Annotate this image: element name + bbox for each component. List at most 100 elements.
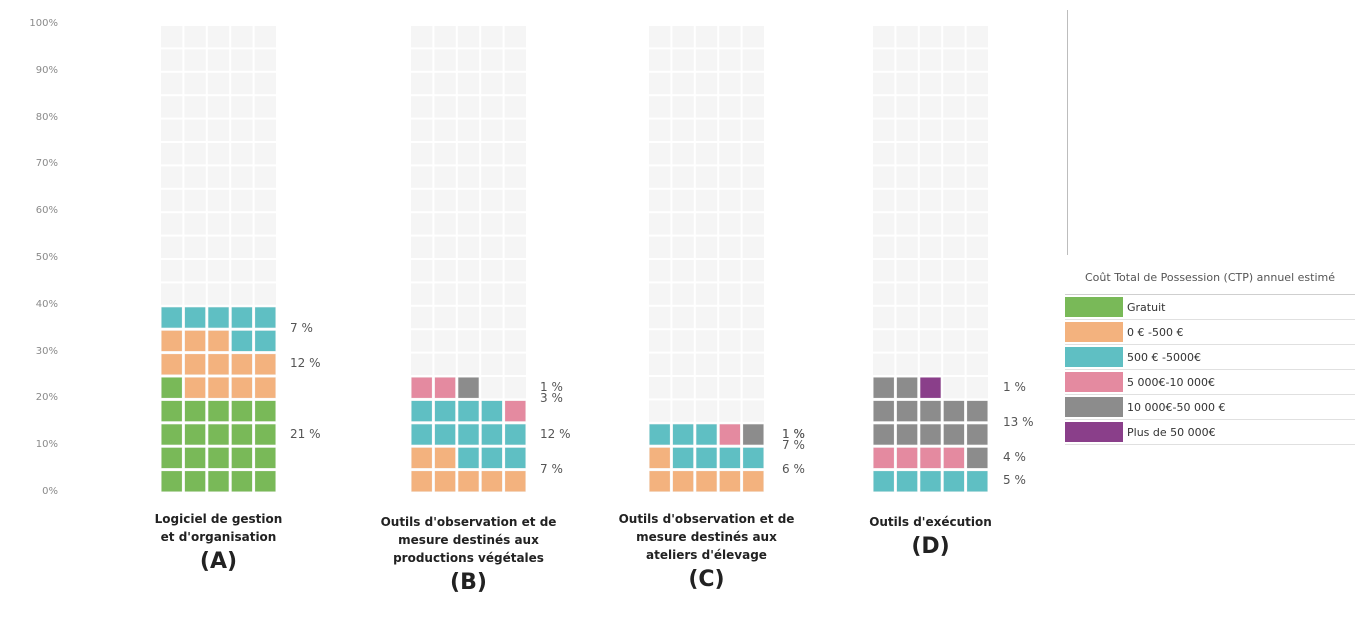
waffle-empty-cell [481, 283, 503, 305]
waffle-empty-cell [504, 260, 526, 282]
legend-items: Gratuit 0 € -500 € 500 € -5000€ 5 000€-10 0… [1065, 295, 1355, 445]
waffle-cell-c5000_10000 [943, 447, 965, 469]
waffle-empty-cell [254, 166, 276, 188]
y-tick-label: 70% [35, 158, 58, 170]
waffle-empty-cell [943, 260, 965, 282]
waffle-cell-gratuit [255, 447, 276, 469]
category-label: Outils d'observation et de mesure destiné… [587, 510, 827, 594]
legend-swatch [1065, 372, 1123, 392]
waffle-empty-cell [672, 236, 694, 258]
waffle-empty-cell [207, 189, 230, 212]
waffle-cell-c500_5000 [458, 424, 479, 445]
waffle-empty-cell [896, 72, 918, 95]
waffle-cell-gratuit [184, 424, 206, 445]
waffle-empty-cell [504, 377, 526, 399]
segment-value-label: 6 % [782, 461, 805, 476]
waffle-empty-cell [919, 26, 942, 48]
waffle-empty-cell [719, 119, 741, 141]
waffle-empty-cell [672, 26, 694, 48]
waffle-empty-cell [504, 26, 526, 48]
waffle-empty-cell [943, 330, 965, 352]
waffle-empty-cell [919, 49, 942, 71]
waffle-empty-cell [873, 189, 895, 212]
waffle-cell-c500_5000 [696, 447, 717, 469]
waffle-empty-cell [649, 400, 671, 422]
waffle-empty-cell [719, 26, 741, 48]
waffle-empty-cell [873, 213, 895, 235]
legend-label: Plus de 50 000€ [1127, 425, 1216, 439]
waffle-empty-cell [207, 213, 230, 235]
waffle-empty-cell [719, 260, 741, 282]
waffle-empty-cell [943, 306, 965, 329]
waffle-cell-c0_500 [208, 377, 229, 398]
waffle-empty-cell [481, 119, 503, 141]
waffle-empty-cell [943, 96, 965, 118]
waffle-empty-cell [896, 283, 918, 305]
waffle-empty-cell [873, 330, 895, 352]
waffle-empty-cell [919, 213, 942, 235]
waffle-cell-c0_500 [161, 354, 182, 375]
waffle-empty-cell [207, 119, 230, 141]
waffle-empty-cell [184, 236, 206, 258]
waffle-cell-c5000_10000 [411, 377, 432, 398]
waffle-empty-cell [457, 213, 480, 235]
waffle-empty-cell [504, 283, 526, 305]
waffle-empty-cell [742, 400, 764, 422]
segment-value-label: 3 % [540, 391, 563, 406]
waffle-empty-cell [231, 26, 253, 48]
waffle-cell-gratuit [184, 400, 206, 422]
waffle-empty-cell [649, 306, 671, 329]
waffle-empty-cell [184, 49, 206, 71]
waffle-cell-c0_500 [649, 447, 670, 469]
waffle-empty-cell [873, 49, 895, 71]
waffle-empty-cell [231, 72, 253, 95]
waffle-empty-cell [742, 26, 764, 48]
waffle-empty-cell [231, 189, 253, 212]
waffle-empty-cell [481, 377, 503, 399]
segment-value-label: 7 % [540, 461, 563, 476]
waffle-empty-cell [207, 166, 230, 188]
waffle-empty-cell [896, 166, 918, 188]
waffle-empty-cell [207, 72, 230, 95]
waffle-cell-c0_500 [208, 354, 229, 375]
waffle-cell-gratuit [161, 400, 182, 422]
waffle-cell-c500_5000 [649, 424, 670, 445]
waffle-empty-cell [966, 166, 988, 188]
waffle-cell-gratuit [255, 471, 276, 492]
category-label-line: mesure destinés aux [398, 533, 539, 547]
segment-value-label: 7 % [782, 438, 805, 453]
waffle-cell-gratuit [184, 471, 206, 492]
category-letter: (B) [450, 570, 487, 595]
waffle-empty-cell [919, 72, 942, 95]
waffle-empty-cell [411, 283, 433, 305]
waffle-empty-cell [481, 96, 503, 118]
waffle-empty-cell [672, 353, 694, 375]
waffle-empty-cell [919, 283, 942, 305]
waffle-empty-cell [719, 330, 741, 352]
waffle-empty-cell [504, 166, 526, 188]
category-label: Logiciel de gestion et d'organisation (A) [99, 510, 339, 576]
waffle-empty-cell [943, 377, 965, 399]
waffle-empty-cell [434, 260, 456, 282]
y-tick-label: 10% [35, 439, 58, 451]
segment-value-label: 7 % [290, 321, 313, 336]
waffle-empty-cell [873, 72, 895, 95]
waffle-empty-cell [695, 236, 718, 258]
waffle-empty-cell [695, 260, 718, 282]
legend-item: Gratuit [1065, 295, 1355, 320]
waffle-cell-c500_5000 [743, 447, 764, 469]
legend-item: 5 000€-10 000€ [1065, 370, 1355, 395]
legend-swatch [1065, 297, 1123, 317]
waffle-empty-cell [457, 353, 480, 375]
waffle-empty-cell [873, 166, 895, 188]
legend-item: 10 000€-50 000 € [1065, 395, 1355, 420]
segment-value-label: 13 % [1003, 414, 1034, 429]
waffle-empty-cell [231, 260, 253, 282]
waffle-empty-cell [742, 377, 764, 399]
waffle-empty-cell [896, 119, 918, 141]
legend-title: Coût Total de Possession (CTP) annuel es… [1065, 268, 1355, 295]
waffle-cell-c10000_50000 [920, 424, 941, 445]
waffle-cell-c10000_50000 [873, 424, 894, 445]
waffle-empty-cell [896, 260, 918, 282]
waffle-empty-cell [742, 72, 764, 95]
